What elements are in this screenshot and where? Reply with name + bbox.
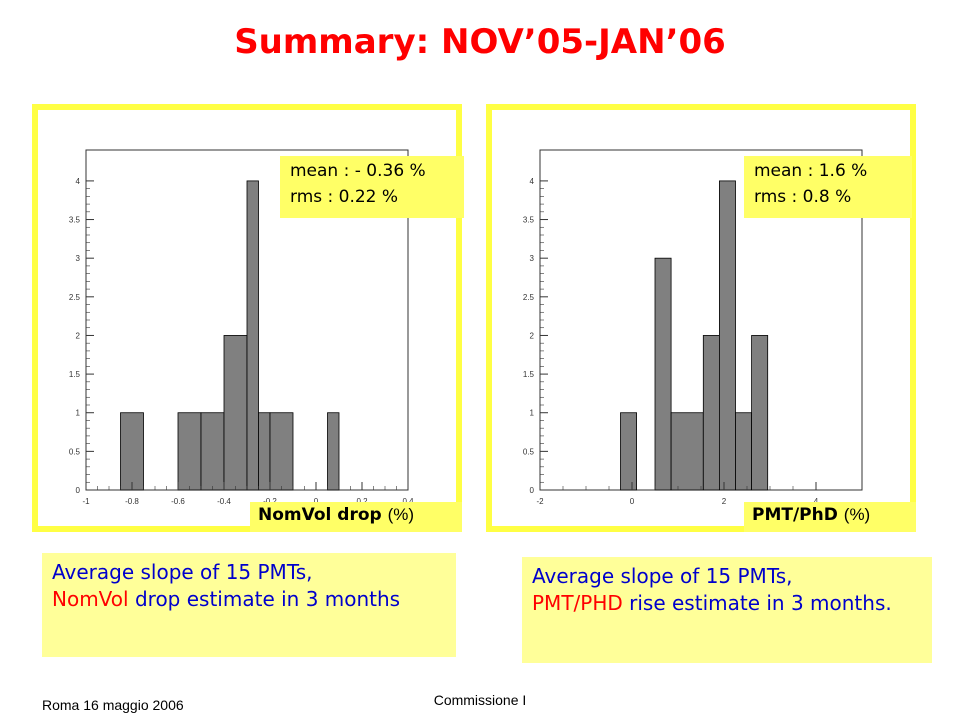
histogram-bar-left-1 bbox=[177, 412, 202, 491]
footer-date: Roma 16 maggio 2006 bbox=[42, 697, 184, 713]
xlabel-unit-right: (%) bbox=[843, 505, 871, 524]
y-tick-label-right-5: 2.5 bbox=[523, 293, 535, 302]
y-tick-label-right-4: 2 bbox=[530, 331, 535, 340]
histogram-chart-left: 0 0.5 1 1.5 2 2.5 3 3.5 4 -1 -0.8 -0.6 -0.4 -0.2 0 0.2 0… bbox=[69, 149, 414, 506]
xlabel-text-right: PMT/PhD bbox=[752, 505, 838, 525]
caption-left-line1: Average slope of 15 PMTs, bbox=[52, 560, 313, 584]
y-tick-label-left-4: 2 bbox=[76, 331, 81, 340]
x-tick-label-left-1: -0.8 bbox=[125, 497, 139, 506]
y-tick-label-left-6: 3 bbox=[76, 254, 81, 263]
x-tick-label-left-7: 0.4 bbox=[402, 497, 414, 506]
x-tick-label-left-3: -0.4 bbox=[217, 497, 231, 506]
y-tick-label-right-7: 3.5 bbox=[523, 216, 535, 225]
x-tick-label-right-2: 2 bbox=[722, 497, 727, 506]
xlabel-left: NomVol drop (%) bbox=[250, 502, 462, 532]
histogram-bar-left-4 bbox=[246, 180, 259, 491]
histogram-bar-right-0 bbox=[620, 412, 638, 491]
caption-right-line1: Average slope of 15 PMTs, bbox=[532, 564, 793, 588]
x-tick-label-left-6: 0.2 bbox=[356, 497, 368, 506]
y-tick-label-left-1: 0.5 bbox=[69, 447, 81, 456]
x-tick-label-right-1: 0 bbox=[630, 497, 635, 506]
caption-left-highlight: NomVol bbox=[52, 587, 129, 611]
x-tick-label-right-0: -2 bbox=[536, 497, 544, 506]
stats-mean-right: mean : 1.6 % bbox=[754, 161, 868, 181]
histogram-bar-left-0 bbox=[120, 412, 144, 491]
xlabel-unit-left: (%) bbox=[387, 505, 415, 524]
stats-rms-left: rms : 0.22 % bbox=[290, 187, 399, 207]
caption-left: Average slope of 15 PMTs, NomVol drop es… bbox=[42, 553, 456, 657]
y-tick-label-right-8: 4 bbox=[530, 177, 535, 186]
y-tick-label-right-1: 0.5 bbox=[523, 447, 535, 456]
xlabel-text-left: NomVol drop bbox=[258, 505, 382, 525]
x-tick-label-left-2: -0.6 bbox=[171, 497, 185, 506]
histogram-bar-right-3 bbox=[702, 335, 720, 491]
histogram-bar-left-5 bbox=[258, 412, 271, 491]
y-tick-label-left-3: 1.5 bbox=[69, 370, 81, 379]
caption-right: Average slope of 15 PMTs, PMT/PHD rise e… bbox=[522, 557, 932, 663]
histogram-bar-left-6 bbox=[269, 412, 294, 491]
histogram-bar-right-5 bbox=[735, 412, 753, 491]
histogram-bar-right-1 bbox=[654, 257, 672, 491]
histogram-chart-right: 00.511.522.533.54-2024 bbox=[523, 149, 863, 506]
y-tick-label-right-3: 1.5 bbox=[523, 370, 535, 379]
histogram-bar-left-3 bbox=[223, 335, 248, 491]
histogram-bar-left-7 bbox=[327, 412, 340, 491]
y-tick-label-left-5: 2.5 bbox=[69, 293, 81, 302]
y-tick-label-left-7: 3.5 bbox=[69, 216, 81, 225]
stats-box-left: mean : - 0.36 % rms : 0.22 % bbox=[280, 156, 464, 218]
footer-commission: Commissione I bbox=[433, 692, 527, 708]
slide-title: Summary: NOV’05-JAN’06 bbox=[234, 22, 726, 62]
y-tick-label-left-8: 4 bbox=[76, 177, 81, 186]
xlabel-right: PMT/PhD (%) bbox=[744, 502, 916, 532]
x-tick-label-left-0: -1 bbox=[82, 497, 90, 506]
y-tick-label-right-0: 0 bbox=[530, 486, 535, 495]
caption-left-rest: drop estimate in 3 months bbox=[128, 587, 401, 611]
caption-right-rest: rise estimate in 3 months. bbox=[622, 591, 892, 615]
histogram-bar-right-4 bbox=[718, 180, 736, 491]
histogram-bar-left-2 bbox=[200, 412, 225, 491]
histogram-bar-right-6 bbox=[751, 335, 769, 491]
stats-rms-right: rms : 0.8 % bbox=[754, 187, 852, 207]
y-tick-label-right-2: 1 bbox=[530, 409, 535, 418]
y-tick-label-right-6: 3 bbox=[530, 254, 535, 263]
x-tick-label-right-3: 4 bbox=[814, 497, 819, 506]
y-tick-label-left-0: 0 bbox=[76, 486, 81, 495]
y-tick-label-left-2: 1 bbox=[76, 409, 81, 418]
histogram-panel-right: 00.511.522.533.54-2024 mean : 1.6 % rms … bbox=[486, 104, 916, 532]
caption-right-highlight: PMT/PHD bbox=[532, 591, 623, 615]
histogram-bar-right-2 bbox=[670, 412, 704, 491]
x-tick-label-left-4: -0.2 bbox=[263, 497, 277, 506]
x-tick-label-left-5: 0 bbox=[314, 497, 319, 506]
histogram-panel-left: 0 0.5 1 1.5 2 2.5 3 3.5 4 -1 -0.8 -0.6 -0.4 -0.2 0 0.2 0… bbox=[32, 104, 464, 532]
stats-mean-left: mean : - 0.36 % bbox=[290, 161, 426, 181]
stats-box-right: mean : 1.6 % rms : 0.8 % bbox=[744, 156, 912, 218]
